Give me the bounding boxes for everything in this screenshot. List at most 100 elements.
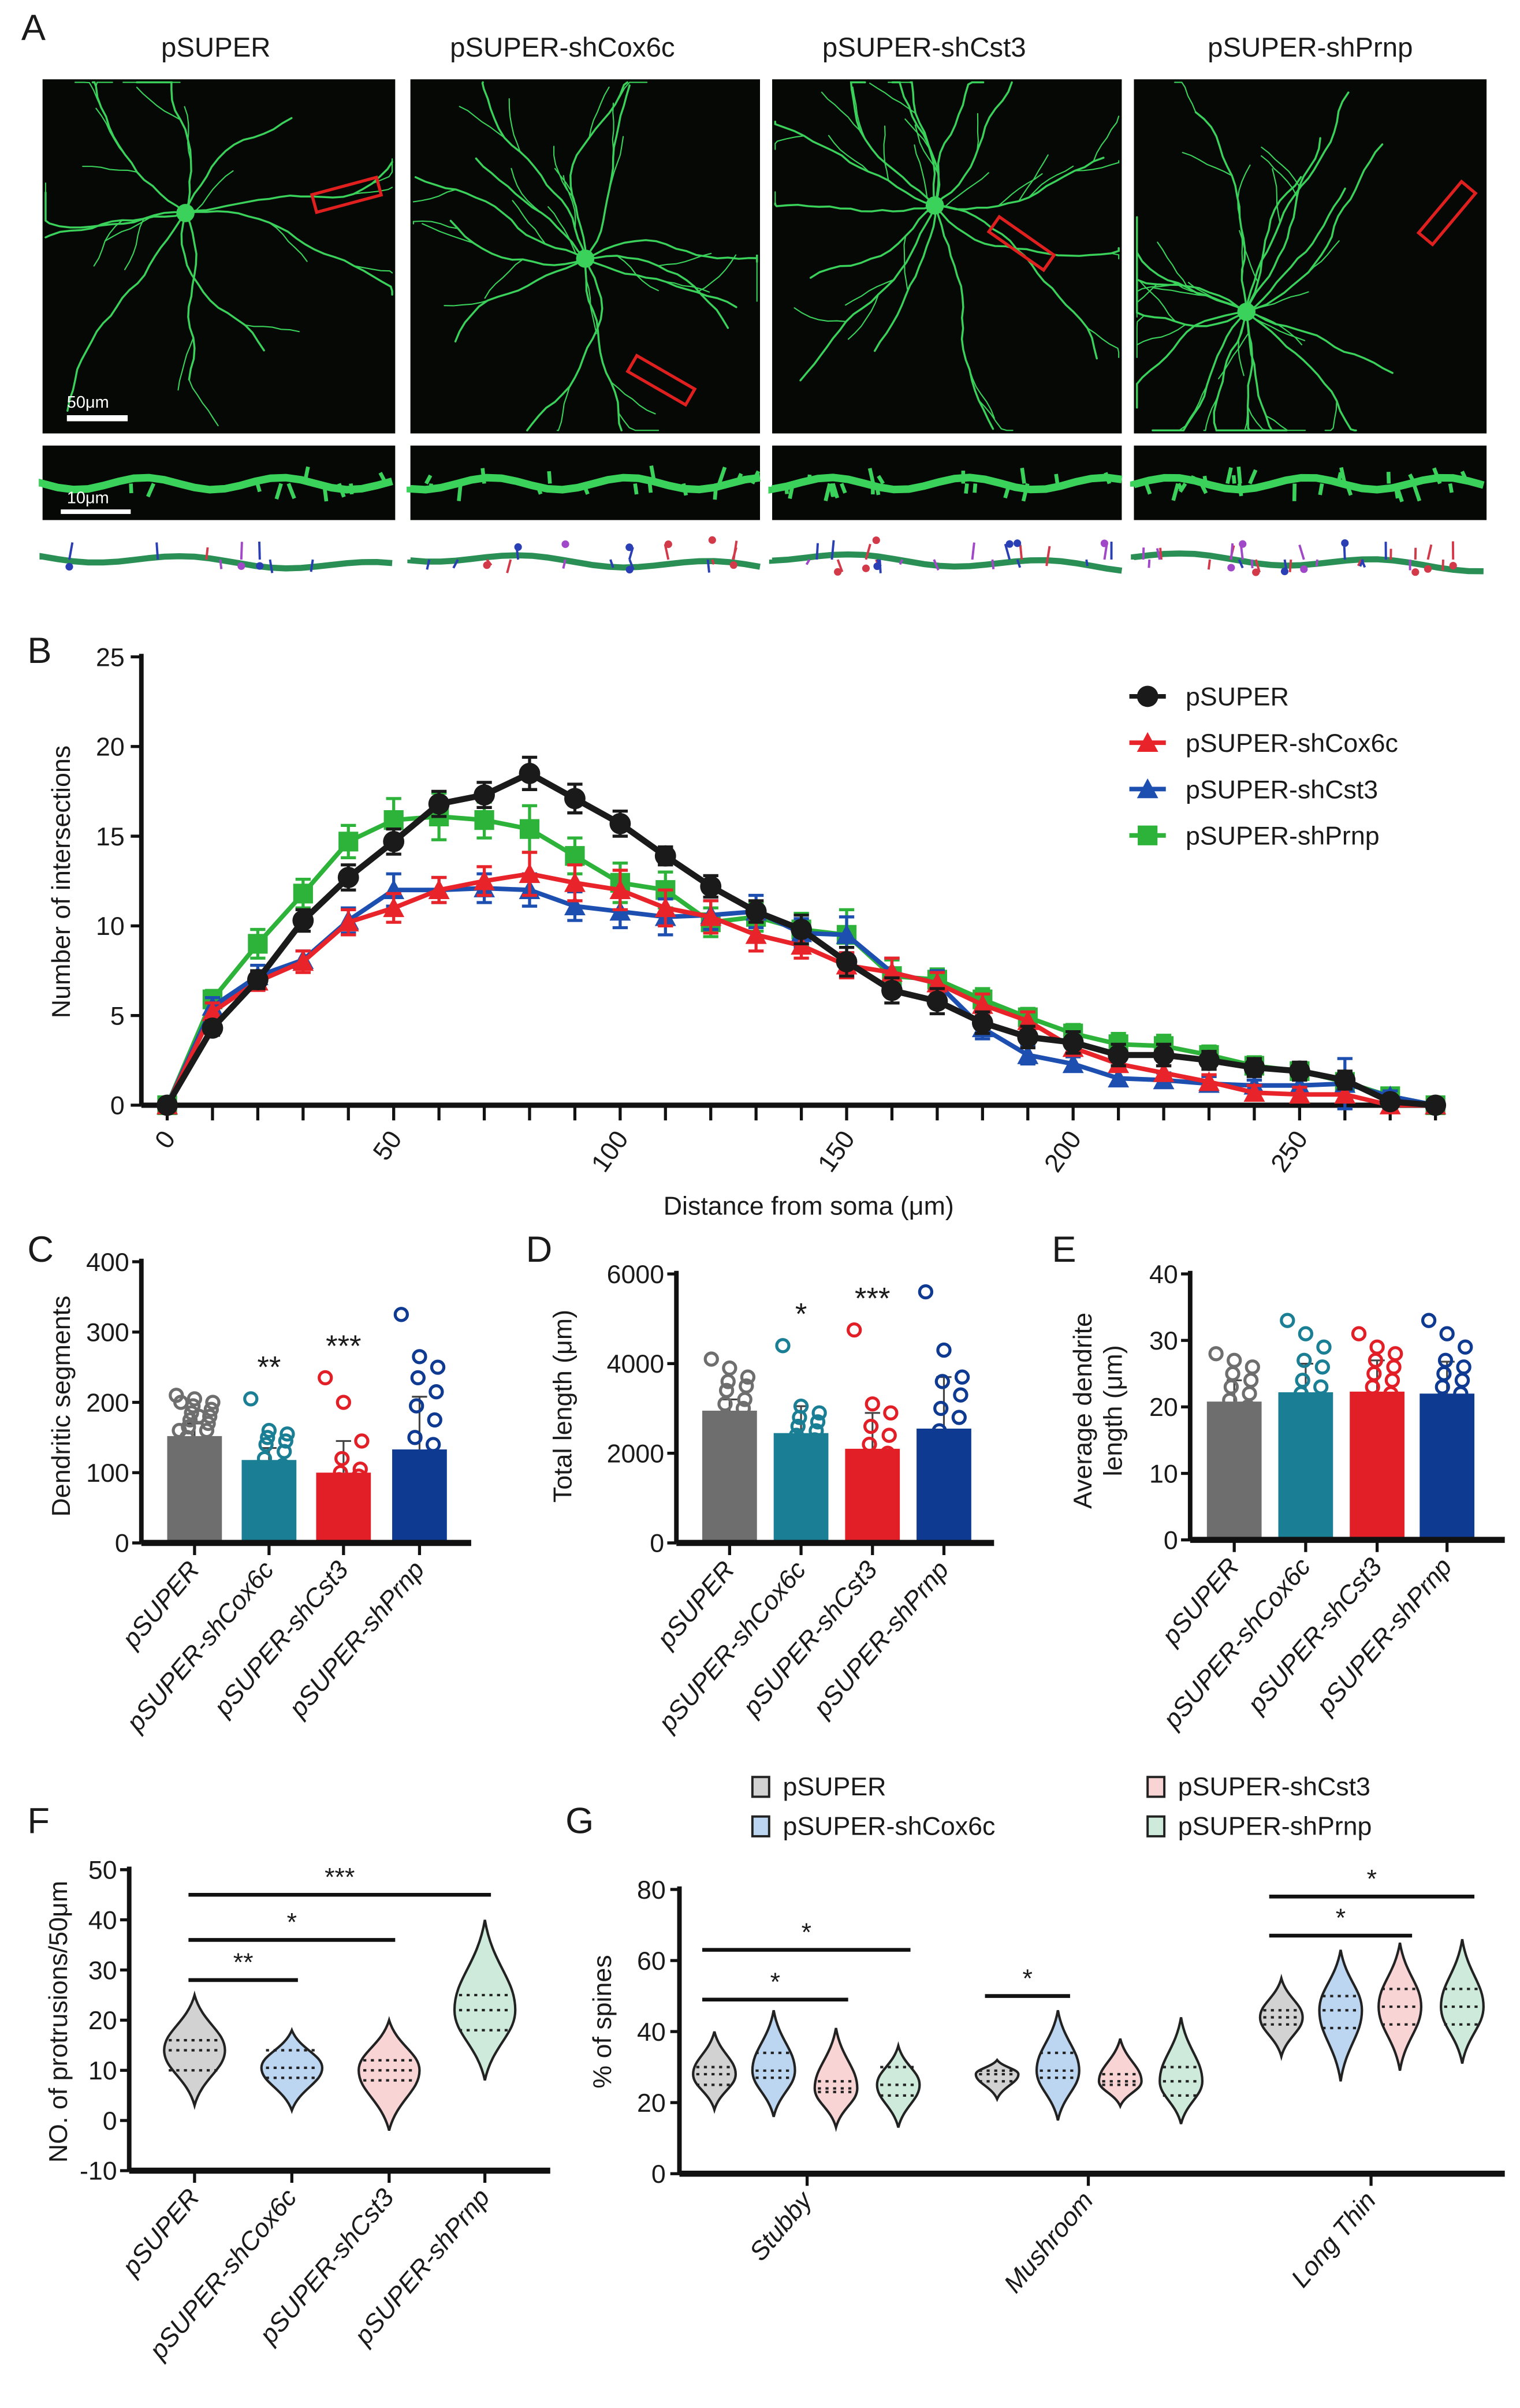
micrograph-image — [42, 79, 396, 434]
traced-dendrite — [407, 552, 761, 571]
dendrite-branch — [1272, 168, 1281, 223]
d-data-point — [948, 1455, 964, 1470]
dendrite-branch — [1028, 165, 1074, 199]
spine — [788, 483, 795, 500]
dendrite — [910, 81, 936, 207]
dendrite-branch — [177, 337, 194, 391]
dendrite — [1245, 176, 1302, 313]
dendrite — [44, 191, 187, 229]
spine — [1202, 475, 1208, 484]
dendrite — [1245, 91, 1350, 313]
g-significance-label: * — [802, 1918, 811, 1947]
d-data-point — [945, 1486, 961, 1501]
b-data-point — [202, 1017, 223, 1039]
dendrite — [933, 204, 994, 430]
legend-marker — [1137, 732, 1158, 752]
c-data-point — [422, 1489, 438, 1505]
dendrite-branch — [1152, 287, 1208, 297]
e-data-point — [1227, 1352, 1242, 1368]
traced-spine — [731, 547, 737, 560]
c-category-label: pSUPER-shCst3 — [207, 1556, 354, 1723]
c-data-point — [328, 1493, 344, 1509]
b-y-axis-label: Number of intersections — [47, 745, 76, 1018]
spine-head — [1280, 567, 1289, 576]
c-category-label: pSUPER-shPrnp — [282, 1556, 430, 1724]
b-data-point — [654, 897, 676, 918]
d-data-point — [863, 1418, 879, 1434]
c-data-point — [348, 1489, 364, 1505]
dendrite-branch — [371, 158, 393, 184]
d-data-point — [810, 1414, 826, 1430]
c-y-tick-label: 300 — [86, 1318, 129, 1347]
b-data-point — [881, 979, 903, 1001]
dendrite — [850, 81, 936, 207]
b-series-pSUPER — [157, 755, 1447, 1116]
b-data-point — [1425, 1094, 1447, 1116]
e-data-point — [1237, 1426, 1253, 1441]
spine — [1448, 483, 1454, 493]
e-y-tick-label: 30 — [1149, 1326, 1178, 1355]
b-data-point — [292, 951, 314, 971]
spine-head — [1239, 540, 1247, 548]
c-data-point — [334, 1451, 350, 1467]
f-significance-label: *** — [325, 1862, 355, 1891]
c-data-point — [427, 1412, 442, 1428]
micrograph-title-4: pSUPER-shPrnp — [1208, 32, 1413, 63]
spine — [633, 483, 639, 495]
e-data-point — [1288, 1432, 1305, 1448]
spine — [681, 483, 688, 496]
spine-head — [625, 543, 634, 551]
dendrite — [414, 176, 587, 260]
panel-label-a: A — [21, 8, 46, 48]
c-data-point — [429, 1384, 444, 1400]
spine-head — [729, 561, 737, 569]
legend-swatch — [751, 1815, 770, 1837]
c-data-point — [193, 1475, 208, 1491]
c-data-point — [409, 1398, 424, 1414]
e-data-point — [1219, 1419, 1235, 1435]
b-data-point — [383, 830, 405, 852]
c-data-point — [280, 1426, 295, 1442]
roi-box — [986, 214, 1056, 273]
dendrite-branch — [914, 144, 928, 199]
traced-spine — [836, 559, 844, 572]
dendrite-branch — [828, 135, 870, 173]
traced-spine — [1159, 547, 1163, 560]
d-data-point — [847, 1322, 862, 1338]
traced-spine — [310, 559, 314, 572]
spine — [1144, 483, 1152, 495]
c-data-point — [318, 1370, 333, 1386]
c-data-point — [421, 1507, 437, 1523]
dendrite — [1245, 311, 1394, 374]
spine — [1336, 472, 1343, 484]
dendrite — [44, 212, 187, 238]
spine — [1248, 469, 1258, 484]
g-significance-label: * — [770, 1967, 780, 1996]
b-data-point — [1334, 1083, 1356, 1104]
e-data-point — [1314, 1359, 1330, 1375]
traced-spine — [219, 559, 223, 569]
b-data-point — [971, 1012, 993, 1034]
b-data-point — [836, 951, 858, 972]
dendrite-branch — [353, 265, 393, 274]
b-x-tick-label: 150 — [812, 1125, 860, 1177]
d-data-point — [805, 1445, 821, 1461]
e-data-point — [1298, 1326, 1314, 1341]
g-violin — [1035, 2010, 1081, 2121]
e-data-point — [1360, 1419, 1376, 1435]
d-data-point — [950, 1432, 966, 1448]
spine — [535, 483, 543, 495]
dendrite-branch — [136, 87, 181, 121]
e-data-point — [1290, 1412, 1306, 1428]
g-violin — [1440, 1939, 1485, 2064]
spine-head — [1005, 540, 1014, 548]
spine — [582, 483, 590, 495]
dendrite — [1136, 311, 1247, 409]
f-significance-label: * — [287, 1908, 297, 1937]
c-data-point — [199, 1423, 215, 1438]
dendrite-branch — [847, 293, 880, 340]
g-y-tick-label: 80 — [637, 1876, 666, 1904]
d-data-point — [811, 1405, 827, 1421]
d-bar — [917, 1428, 971, 1543]
g-y-tick-label: 60 — [637, 1947, 666, 1975]
